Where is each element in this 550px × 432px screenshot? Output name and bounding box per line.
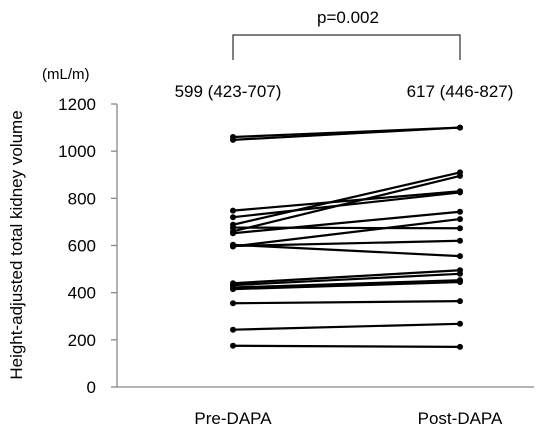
data-point-post [457,298,463,305]
series-line [232,243,461,258]
y-tick-label: 1000 [58,142,96,161]
series-15 [230,279,463,293]
data-point-post [457,189,463,196]
series-3 [230,188,463,214]
p-value-label: p=0.002 [317,8,379,27]
series-17 [230,320,463,333]
significance-bracket [232,34,461,60]
series-line [232,280,461,291]
data-point-pre [230,286,236,293]
series-7 [230,172,463,235]
series-line [232,217,461,248]
series-line [232,300,461,305]
series-2 [230,124,463,143]
series-line [232,171,461,226]
series-line [232,272,461,287]
y-tick-label: 0 [87,378,96,397]
data-point-post [457,216,463,223]
series-line [232,239,461,248]
data-point-pre [230,300,236,307]
data-point-post [457,124,463,131]
data-point-post [457,237,463,244]
data-point-post [457,343,463,350]
series-layer [230,124,463,350]
series-line [232,322,461,331]
data-point-pre [230,243,236,250]
series-11 [230,216,463,250]
series-4 [230,189,463,221]
y-tick-label: 800 [68,189,96,208]
data-point-post [457,208,463,215]
y-axis-unit: (mL/m) [42,66,90,83]
series-line [232,344,461,349]
data-point-post [457,253,463,260]
data-point-post [457,320,463,327]
series-line [232,126,461,141]
y-tick-label: 1200 [58,95,96,114]
series-line [232,210,461,235]
y-tick-label: 600 [68,237,96,256]
post-median-annotation: 617 (446-827) [407,82,514,101]
y-tick-label: 200 [68,331,96,350]
data-point-pre [230,136,236,143]
y-ticks: 0 200 400 600 800 1000 1200 [58,95,117,397]
data-point-pre [230,230,236,237]
data-point-pre [230,207,236,214]
data-point-post [457,225,463,232]
x-tick-label-pre: Pre-DAPA [194,409,272,428]
data-point-pre [230,214,236,221]
series-line [232,269,461,285]
pre-median-annotation: 599 (423-707) [175,82,282,101]
data-point-pre [230,342,236,349]
data-point-post [457,279,463,286]
data-point-post [457,172,463,179]
series-8 [230,208,463,237]
y-axis-label: Height-adjusted total kidney volume [7,110,26,379]
series-line [232,191,461,219]
series-line [232,190,461,212]
series-16 [230,298,463,307]
series-line [232,279,461,289]
y-tick-label: 400 [68,284,96,303]
series-line [232,226,461,230]
data-point-post [457,270,463,277]
x-tick-label-post: Post-DAPA [418,409,503,428]
data-point-pre [230,326,236,333]
series-5 [230,169,463,228]
series-line [232,174,461,233]
series-18 [230,342,463,350]
